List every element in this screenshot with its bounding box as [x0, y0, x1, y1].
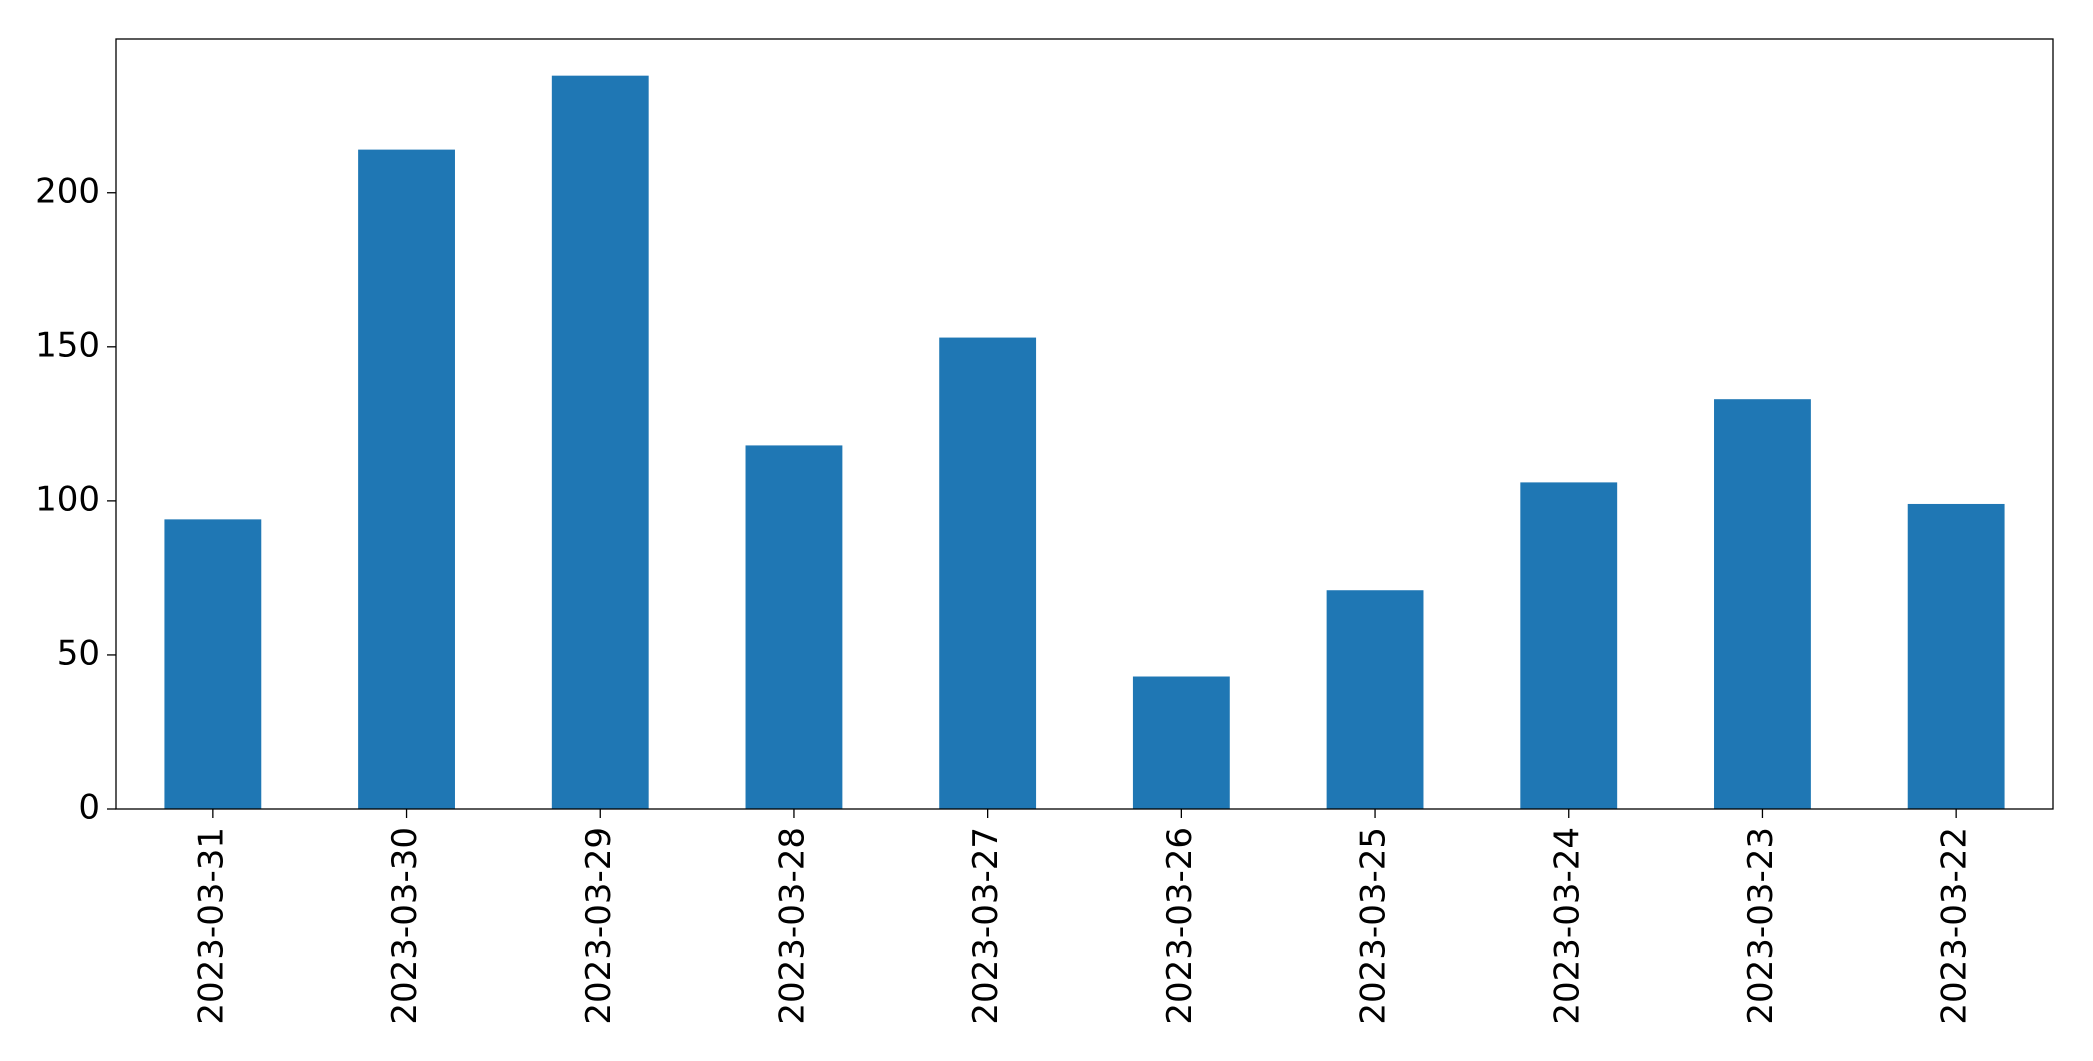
bar — [164, 519, 262, 809]
x-tick-label: 2023-03-30 — [385, 827, 425, 1025]
x-tick-label: 2023-03-27 — [966, 827, 1006, 1025]
x-tick-label: 2023-03-25 — [1354, 827, 1394, 1025]
y-tick-label: 150 — [35, 325, 100, 365]
bar — [1326, 590, 1424, 809]
y-tick-label: 0 — [78, 788, 100, 828]
bar — [1520, 482, 1618, 809]
bar — [551, 75, 649, 809]
bar — [358, 149, 455, 810]
bar — [1907, 503, 2005, 809]
x-tick-label: 2023-03-28 — [772, 827, 812, 1025]
x-tick-label: 2023-03-31 — [191, 827, 231, 1025]
bar — [1132, 676, 1230, 809]
plot-frame — [115, 38, 2054, 810]
y-tick-label: 200 — [35, 171, 100, 211]
bar — [1714, 399, 1811, 809]
bar — [745, 445, 843, 809]
x-tick-label: 2023-03-23 — [1741, 827, 1781, 1025]
y-tick-label: 50 — [57, 633, 100, 673]
x-tick-label: 2023-03-26 — [1160, 827, 1200, 1025]
bar — [939, 337, 1037, 809]
x-tick-label: 2023-03-22 — [1935, 827, 1975, 1025]
x-tick-label: 2023-03-24 — [1547, 827, 1587, 1025]
x-tick-label: 2023-03-29 — [579, 827, 619, 1025]
y-tick-label: 100 — [35, 479, 100, 519]
